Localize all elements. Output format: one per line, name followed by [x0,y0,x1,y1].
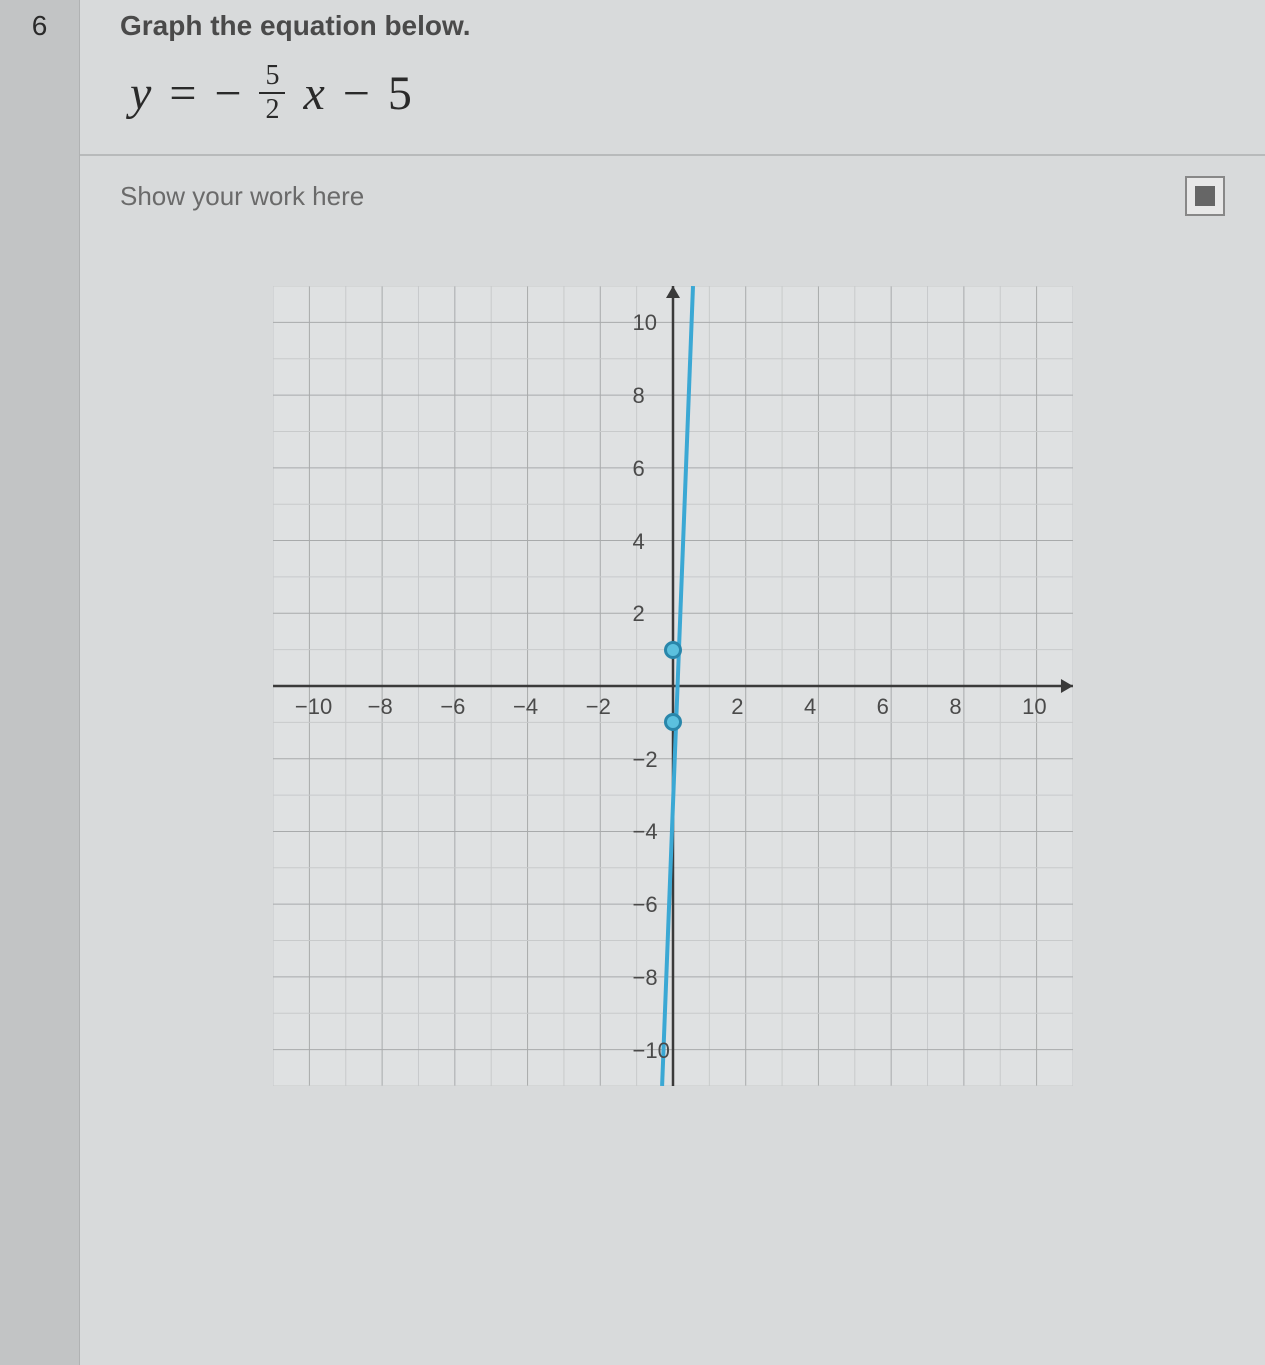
question-prompt: Graph the equation below. [120,10,1225,42]
y-tick-label: 4 [633,529,645,555]
plotted-point[interactable] [664,641,682,659]
x-tick-label: −6 [440,694,465,720]
work-label: Show your work here [120,181,364,212]
y-tick-label: 2 [633,601,645,627]
x-tick-label: −10 [295,694,332,720]
question-number: 6 [32,10,48,41]
equation-variable: x [303,66,324,121]
y-tick-label: −2 [633,747,658,773]
question-number-column: 6 [0,0,80,1365]
x-tick-label: −2 [586,694,611,720]
equation-lhs: y [130,66,151,121]
y-tick-label: 6 [633,456,645,482]
fraction-denominator: 2 [259,94,285,124]
plotted-point[interactable] [664,713,682,731]
y-tick-label: 10 [633,310,657,336]
y-tick-label: −10 [633,1038,670,1064]
x-tick-label: 6 [877,694,889,720]
work-section: Show your work here −10 −8 −6 −4 −2 2 4 6 8 10 10 8… [80,156,1265,1106]
y-tick-label: −6 [633,892,658,918]
x-tick-label: 2 [731,694,743,720]
coordinate-graph[interactable]: −10 −8 −6 −4 −2 2 4 6 8 10 10 8 6 4 2 −2 −4 −6 −8 −10 [273,286,1073,1086]
graph-svg [273,286,1073,1086]
x-tick-label: −4 [513,694,538,720]
equation-neg: − [214,66,241,121]
calculator-icon [1195,186,1215,206]
equation: y = − 5 2 x − 5 [130,62,1225,124]
y-tick-label: −4 [633,819,658,845]
y-tick-label: 8 [633,383,645,409]
content-area: Graph the equation below. y = − 5 2 x − … [80,0,1265,1365]
x-tick-label: 10 [1022,694,1046,720]
x-tick-label: 8 [949,694,961,720]
work-header: Show your work here [120,176,1225,216]
x-tick-label: −8 [368,694,393,720]
fraction-numerator: 5 [259,62,285,94]
calculator-button[interactable] [1185,176,1225,216]
x-tick-label: 4 [804,694,816,720]
equation-fraction: 5 2 [259,62,285,124]
equation-minus: − [343,66,370,121]
equation-equals: = [169,66,196,121]
equation-constant: 5 [388,66,412,121]
question-section: Graph the equation below. y = − 5 2 x − … [80,0,1265,156]
y-tick-label: −8 [633,965,658,991]
graph-container: −10 −8 −6 −4 −2 2 4 6 8 10 10 8 6 4 2 −2 −4 −6 −8 −10 [120,286,1225,1086]
